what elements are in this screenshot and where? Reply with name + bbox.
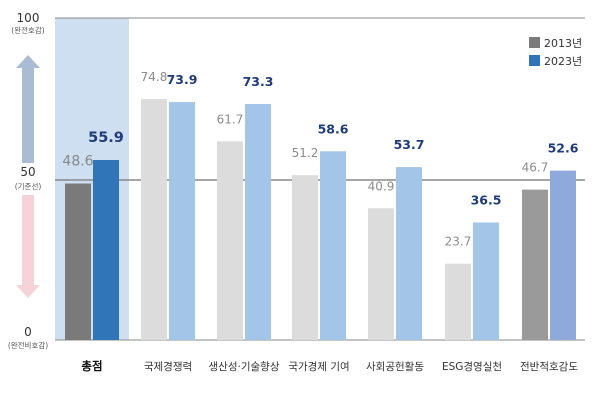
ytick-100: 100 [17,11,40,25]
category-label-0: 총점 [81,359,102,373]
value-label-2013-0: 48.6 [62,154,93,170]
category-labels-group: 총점 국제경쟁력 생산성·기술향상 국가경제 기여 사회공헌활동 ESG경영실천 전반적호감… [81,359,578,373]
value-label-2023-0: 55.9 [88,130,124,146]
bar-2013-5 [445,263,471,340]
ytick-0: 0 [24,325,32,339]
value-label-2013-2: 61.7 [217,112,244,126]
value-label-2023-2: 73.3 [243,74,274,89]
value-label-2023-4: 53.7 [394,137,425,152]
value-label-2013-1: 74.8 [141,70,168,84]
legend-label-2023: 2023년 [544,55,582,68]
bar-2013-3 [292,175,318,340]
bar-2013-2 [217,141,243,340]
ytick-100-note: (완전호감) [11,25,45,35]
bar-2023-4 [396,167,422,340]
category-label-1: 국제경쟁력 [144,360,192,373]
value-label-2013-6: 46.7 [522,161,549,175]
legend-label-2013: 2013년 [544,37,582,50]
category-label-3: 국가경제 기여 [288,360,349,373]
legend-swatch-2023 [529,55,540,66]
bar-2013-1 [141,99,167,340]
bar-2023-2 [245,103,271,340]
category-label-6: 전반적호감도 [520,361,578,373]
ytick-0-note: (완전비호감) [8,340,48,350]
value-label-2023-1: 73.9 [167,72,198,87]
bars-group [65,99,576,341]
down-arrow [16,195,40,298]
legend-swatch-2013 [529,37,540,48]
bar-2023-1 [169,102,195,341]
bar-2023-6 [550,170,576,340]
up-arrow [16,55,40,163]
value-label-2013-5: 23.7 [445,235,472,249]
ytick-50: 50 [20,165,35,179]
value-label-2013-3: 51.2 [292,146,319,160]
bar-2023-0 [93,160,119,340]
value-label-2023-5: 36.5 [471,192,502,207]
category-label-2: 생산성·기술향상 [209,361,280,373]
value-label-2023-3: 58.6 [318,121,349,136]
category-label-5: ESG경영실천 [442,360,502,373]
value-labels-group: 48.6 55.9 74.8 73.9 61.7 73.3 51.2 58.6 40.9 53.7… [62,70,578,249]
bar-2013-0 [65,183,91,340]
value-label-2023-6: 52.6 [548,141,579,156]
category-label-4: 사회공헌활동 [366,360,424,373]
bar-2013-6 [522,189,548,340]
bar-2023-5 [473,222,499,340]
bar-2023-3 [320,151,346,340]
value-label-2013-4: 40.9 [368,179,395,193]
ytick-50-note: (기준선) [15,182,42,191]
bar-2013-4 [368,208,394,340]
legend: 2013년 2023년 [529,37,582,68]
